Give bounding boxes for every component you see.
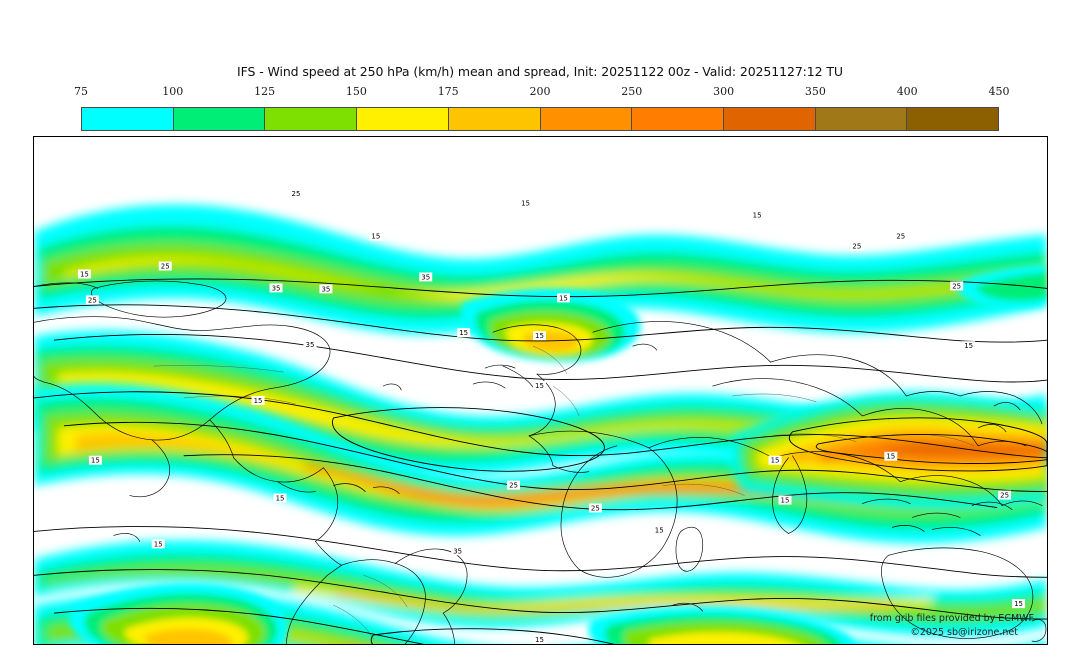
colorbar-tick-300: 300 [713, 85, 735, 98]
svg-text:25: 25 [591, 505, 600, 513]
svg-text:25: 25 [852, 243, 861, 251]
svg-text:15: 15 [535, 382, 544, 390]
svg-text:15: 15 [535, 332, 544, 340]
map-canvas: 15 25 25 15 35 35 35 15 25 35 15 15 15 2… [34, 137, 1047, 644]
svg-text:15: 15 [154, 540, 163, 548]
svg-text:25: 25 [952, 282, 961, 290]
data-source-credit: from grib files provided by ECMWF [869, 613, 1034, 624]
colorbar-tick-labels: 75 100 125 150 175 200 250 300 350 400 450 [74, 85, 1010, 103]
colorbar-tick-175: 175 [437, 85, 459, 98]
svg-text:15: 15 [771, 457, 780, 465]
svg-text:15: 15 [254, 397, 263, 405]
page-title: IFS - Wind speed at 250 hPa (km/h) mean … [237, 64, 843, 79]
colorbar-segment-7 [723, 108, 816, 130]
svg-text:35: 35 [453, 547, 462, 555]
svg-text:35: 35 [321, 285, 330, 293]
colorbar-segment-0 [82, 108, 174, 130]
svg-text:15: 15 [521, 200, 530, 208]
contour-labels: 15 25 25 15 35 35 35 15 25 35 15 15 15 2… [77, 188, 1026, 644]
svg-text:15: 15 [80, 270, 89, 278]
colorbar-segment-6 [632, 108, 724, 130]
spread-contour-layer [34, 278, 1047, 644]
svg-text:25: 25 [292, 190, 301, 198]
svg-text:25: 25 [509, 482, 518, 490]
colorbar-segment-8 [815, 108, 908, 130]
colorbar-tick-75: 75 [74, 85, 88, 98]
svg-text:15: 15 [276, 495, 285, 503]
colorbar-tick-150: 150 [345, 85, 367, 98]
svg-text:25: 25 [1000, 492, 1009, 500]
svg-text:25: 25 [88, 296, 97, 304]
svg-text:35: 35 [272, 284, 281, 292]
colorbar-tick-250: 250 [621, 85, 643, 98]
svg-text:35: 35 [306, 341, 315, 349]
svg-text:15: 15 [753, 212, 762, 220]
colorbar-segment-3 [357, 108, 449, 130]
svg-text:15: 15 [371, 233, 380, 241]
svg-text:15: 15 [964, 342, 973, 350]
colorbar-tick-350: 350 [804, 85, 826, 98]
svg-text:35: 35 [421, 273, 430, 281]
colorbar-gradient [81, 107, 999, 131]
svg-text:15: 15 [535, 636, 544, 644]
map-panel[interactable]: 15 25 25 15 35 35 35 15 25 35 15 15 15 2… [33, 136, 1048, 645]
border-layer [153, 345, 975, 640]
svg-text:15: 15 [91, 457, 100, 465]
filled-contour-layer [34, 137, 1047, 644]
svg-text:15: 15 [655, 526, 664, 534]
colorbar-tick-400: 400 [896, 85, 918, 98]
colorbar: 75 100 125 150 175 200 250 300 350 400 450 [74, 85, 1010, 131]
svg-text:15: 15 [559, 294, 568, 302]
svg-text:15: 15 [781, 497, 790, 505]
colorbar-tick-100: 100 [162, 85, 184, 98]
colorbar-segment-2 [265, 108, 358, 130]
coastline-layer [34, 280, 1047, 644]
svg-text:25: 25 [896, 233, 905, 241]
colorbar-segment-4 [448, 108, 541, 130]
colorbar-segment-5 [540, 108, 633, 130]
colorbar-segment-9 [907, 108, 999, 130]
svg-text:15: 15 [886, 453, 895, 461]
colorbar-segment-1 [173, 108, 266, 130]
svg-text:15: 15 [1014, 600, 1023, 608]
colorbar-tick-125: 125 [254, 85, 276, 98]
svg-text:25: 25 [161, 262, 170, 270]
colorbar-tick-200: 200 [529, 85, 551, 98]
svg-text:15: 15 [459, 329, 468, 337]
copyright-credit: ©2025 sb@irizone.net [910, 627, 1018, 638]
colorbar-tick-450: 450 [988, 85, 1010, 98]
